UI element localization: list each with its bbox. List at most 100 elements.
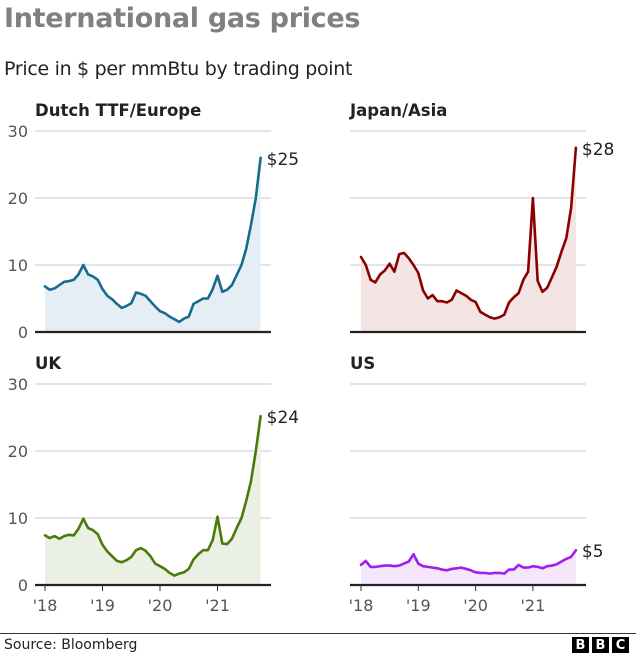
data-point [226,543,228,545]
data-point [431,566,434,569]
data-point [369,566,372,568]
data-point [403,252,405,254]
data-point [231,284,233,286]
data-point [87,527,89,529]
data-point [388,564,391,567]
data-point [149,300,152,303]
data-point [259,415,262,418]
data-point [255,197,257,199]
data-point [541,567,544,570]
chart-panel: Japan/Asia $28 [349,101,614,334]
data-point [393,270,396,273]
data-point [226,289,228,291]
data-point [393,565,396,567]
data-point [211,539,214,541]
data-point [135,549,137,551]
data-point [140,293,142,295]
footer-divider [0,633,636,634]
data-point [188,568,190,570]
data-point [188,315,190,318]
data-point [250,224,252,226]
data-point [164,312,166,315]
data-point [551,564,553,567]
data-point [493,317,496,320]
data-point [207,549,209,551]
data-point [508,568,510,571]
data-point [58,538,61,540]
data-point [101,544,104,546]
y-tick-label: 30 [8,375,28,394]
data-point [73,534,75,537]
data-point [96,278,99,281]
data-point [101,288,104,290]
series-area [45,157,261,332]
data-point [374,281,377,284]
data-point [517,564,520,566]
y-tick-label: 10 [8,256,28,275]
data-point [207,297,209,300]
data-point [135,291,137,294]
y-tick-label: 0 [18,323,28,342]
data-point [211,288,214,290]
data-point [130,556,133,558]
data-point [575,147,577,149]
data-point [360,256,362,258]
series-line [359,146,578,320]
data-point [446,301,448,304]
data-point [532,565,534,567]
data-point [216,515,219,518]
data-point [173,574,176,577]
data-point [240,517,243,519]
data-point [221,542,224,545]
data-point [164,568,166,570]
data-point [202,297,204,300]
chart-subtitle: Price in $ per mmBtu by trading point [4,58,353,80]
data-point [140,547,142,549]
data-point [484,313,486,316]
data-point [106,550,109,553]
data-point [450,568,453,570]
data-point [436,567,439,570]
data-point [154,562,156,565]
data-point [82,517,85,520]
data-point [503,572,506,575]
data-point [412,553,415,555]
data-point [422,565,424,567]
data-point [565,558,568,560]
data-point [235,274,238,276]
data-point [44,534,46,537]
y-tick-label: 20 [8,189,28,208]
series-area [45,416,261,585]
data-point [68,280,70,282]
end-value-label: $5 [582,542,604,562]
x-tick-label: '19 [90,596,115,615]
data-point [455,567,458,570]
series-line [43,414,262,577]
data-point [474,301,477,303]
x-tick-label: '21 [205,596,230,615]
data-point [465,295,467,297]
data-point [240,264,243,266]
data-point [106,295,109,297]
data-point [460,292,463,294]
data-point [197,300,200,303]
small-multiples-chart: Dutch TTF/Europe 0 10 20 30 $25 Japan/Asia $28 U… [8,101,615,615]
data-point [508,301,510,304]
data-point [417,272,420,274]
data-point [92,529,94,531]
data-point [144,550,147,552]
data-point [398,564,401,567]
data-point [575,549,577,551]
chart-panel: US $5 '18 '19 '20 '21 [349,354,604,615]
x-tick-label: '18 [33,596,58,615]
data-point [159,310,161,313]
data-point [77,527,80,530]
data-point [63,281,65,283]
y-tick-label: 10 [8,509,28,528]
data-point [403,562,405,565]
data-point [479,572,482,574]
data-point [493,572,496,574]
data-point [365,264,367,266]
data-point [216,274,219,277]
data-point [125,305,128,307]
